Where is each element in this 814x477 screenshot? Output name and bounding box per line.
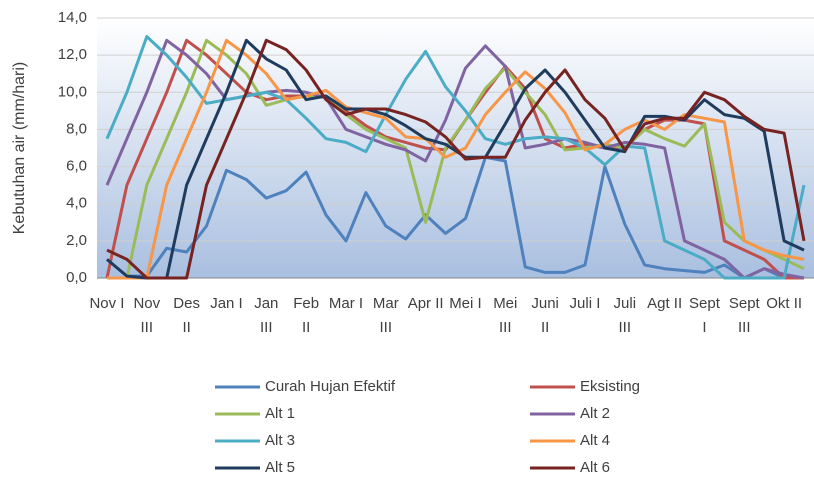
y-tick-label: 8,0 xyxy=(66,120,87,137)
y-tick-label: 6,0 xyxy=(66,158,87,175)
x-tick-label: Jan III xyxy=(254,295,279,336)
x-tick-label: Juni II xyxy=(531,295,559,336)
x-tick-label: Des II xyxy=(173,295,200,336)
y-axis-label: Kebutuhan air (mm/hari) xyxy=(11,62,28,235)
x-tick-label: Sept I xyxy=(689,295,720,336)
legend-label: Eksisting xyxy=(580,378,640,395)
y-tick-label: 0,0 xyxy=(66,269,87,286)
legend-label: Alt 1 xyxy=(265,405,295,422)
y-tick-label: 12,0 xyxy=(58,46,87,63)
x-tick-label: Mei I xyxy=(449,295,482,312)
x-tick-label: Mei III xyxy=(493,295,518,336)
series-line xyxy=(105,38,805,280)
x-tick-label: Mar I xyxy=(328,295,364,312)
y-tick-label: 2,0 xyxy=(66,232,87,249)
series-line xyxy=(106,38,806,280)
x-tick-label: Nov I xyxy=(89,295,125,312)
legend-label: Alt 6 xyxy=(580,459,610,476)
y-tick-label: 10,0 xyxy=(58,83,87,100)
series-line xyxy=(106,38,805,280)
x-tick-label: Juli I xyxy=(569,295,601,312)
y-tick-label: 4,0 xyxy=(66,195,87,212)
legend-label: Alt 3 xyxy=(265,432,295,449)
x-tick-label: Okt II xyxy=(766,295,803,312)
x-tick-label: Nov III xyxy=(133,295,161,336)
x-tick-label: Juli III xyxy=(613,295,637,336)
x-tick-label: Agt II xyxy=(647,295,683,312)
x-tick-label: Feb II xyxy=(293,295,320,336)
legend-label: Alt 4 xyxy=(580,432,610,449)
x-tick-label: Apr II xyxy=(407,295,444,312)
x-tick-label: Sept III xyxy=(728,295,760,336)
x-tick-label: Mar III xyxy=(372,295,399,336)
legend-label: Alt 2 xyxy=(580,405,610,422)
y-tick-label: 14,0 xyxy=(58,9,87,26)
series-line xyxy=(106,155,804,280)
legend-label: Alt 5 xyxy=(265,459,295,476)
x-tick-label: Jan I xyxy=(210,295,243,312)
legend-label: Curah Hujan Efektif xyxy=(265,378,396,395)
